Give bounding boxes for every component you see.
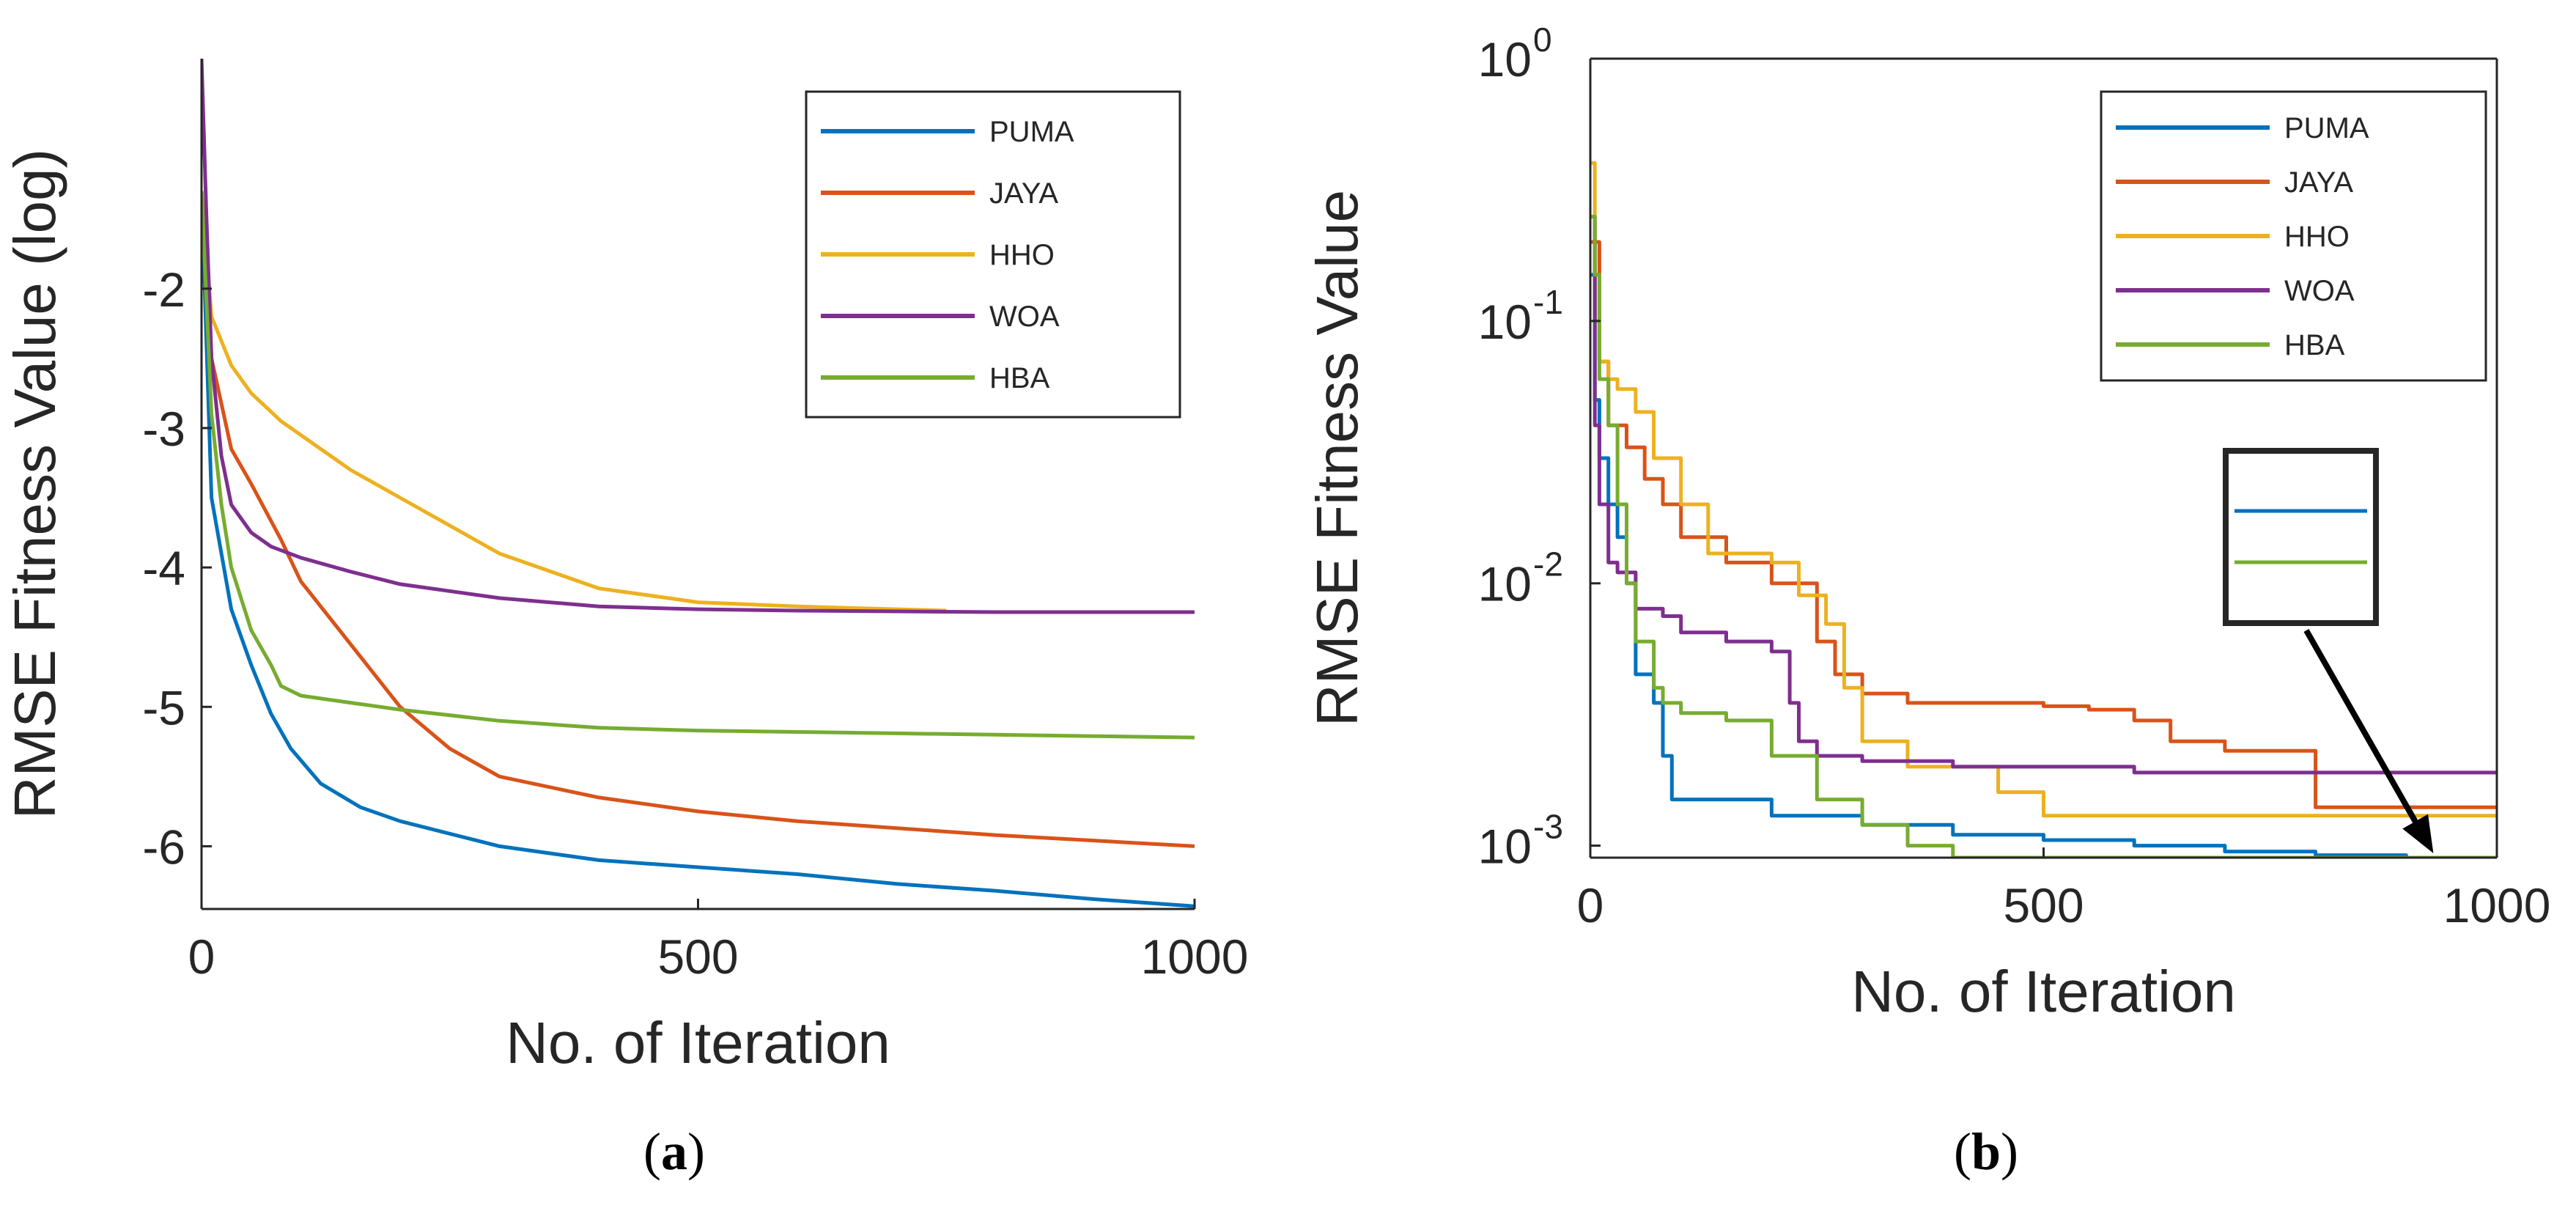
x-tick-label: 500 — [657, 930, 738, 984]
x-tick-label: 0 — [1577, 878, 1604, 932]
series-line-jaya — [1590, 240, 2497, 809]
series-line-hho — [1590, 161, 2497, 818]
y-tick-label: 10 — [1478, 820, 1532, 874]
legend-label-jaya: JAYA — [989, 177, 1058, 210]
x-tick-label: 0 — [188, 930, 215, 984]
y-axis-label: RMSE Fitness Value (log) — [2, 149, 67, 819]
y-tick-exponent: -3 — [1533, 808, 1563, 846]
legend-label-woa: WOA — [2284, 275, 2355, 307]
y-tick-label: 10 — [1478, 295, 1532, 349]
legend: PUMA JAYA HHO WOA HBA — [2100, 90, 2487, 382]
y-tick-exponent: -2 — [1533, 545, 1563, 584]
y-tick-label: 10 — [1478, 32, 1532, 86]
x-axis-label: No. of Iteration — [506, 1010, 890, 1075]
series-line-hba — [202, 191, 1195, 740]
legend-label-puma: PUMA — [2284, 112, 2369, 144]
inset-arrow-shaft — [2303, 629, 2422, 830]
y-tick-label: -6 — [142, 820, 185, 874]
x-axis-label: No. of Iteration — [1851, 959, 2236, 1024]
caption-b: (b) — [1953, 1122, 2018, 1181]
series-group — [1590, 161, 2497, 858]
y-tick-exponent: 0 — [1533, 21, 1552, 59]
chart-panel-a: 0 500 1000 -2 -3 -4 -5 -6 No. of Iteration RMSE F… — [2, 59, 1248, 1181]
y-tick-label: -5 — [142, 680, 185, 735]
series-line-hho — [202, 191, 947, 613]
series-line-puma — [202, 191, 1195, 908]
inset-arrow-head — [2402, 814, 2434, 853]
caption-a: (a) — [643, 1122, 705, 1181]
legend-label-hba: HBA — [989, 362, 1050, 394]
chart-a-svg: 0 500 1000 -2 -3 -4 -5 -6 No. of Iteration RMSE F… — [2, 59, 1248, 1075]
legend-label-hba: HBA — [2284, 329, 2345, 361]
series-line-jaya — [202, 191, 1195, 848]
series-group — [202, 59, 1195, 908]
zoom-inset — [2223, 448, 2434, 853]
legend-label-hho: HHO — [2284, 221, 2350, 253]
series-line-hba — [1590, 215, 2497, 858]
x-tick-label: 500 — [2003, 878, 2084, 932]
series-line-woa — [202, 59, 1195, 614]
series-line-woa — [1590, 215, 2497, 775]
legend-label-puma: PUMA — [989, 116, 1074, 148]
y-tick-label: -2 — [142, 262, 185, 317]
y-tick-label: -4 — [142, 541, 185, 595]
axes: 0 500 1000 -2 -3 -4 -5 -6 — [142, 59, 1248, 984]
x-tick-label: 1000 — [2443, 878, 2551, 932]
inset-frame — [2223, 448, 2379, 626]
y-tick-label: 10 — [1478, 557, 1532, 611]
y-axis-label: RMSE Fitness Value — [1304, 190, 1370, 726]
legend-label-jaya: JAYA — [2284, 166, 2353, 199]
y-tick-label: -3 — [142, 402, 185, 456]
legend: PUMA JAYA HHO WOA HBA — [805, 90, 1181, 419]
chart-panel-b: 0 500 1000 10 0 10 -1 10 -2 10 -3 No. of Iteration R… — [1288, 0, 2576, 1211]
y-tick-exponent: -1 — [1533, 283, 1563, 321]
legend-label-woa: WOA — [989, 301, 1060, 333]
legend-label-hho: HHO — [989, 239, 1055, 271]
x-tick-label: 1000 — [1141, 930, 1249, 984]
